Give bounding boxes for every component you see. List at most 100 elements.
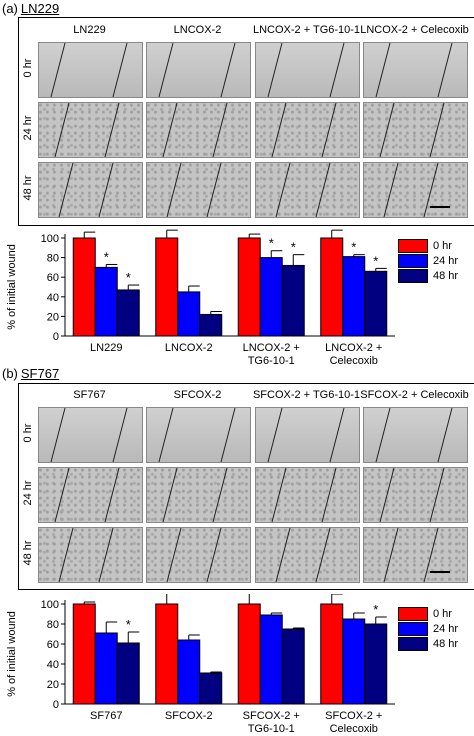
wound-edge-lines: [256, 163, 359, 217]
row-label: 24 hr: [22, 98, 34, 158]
bar-0-hr: [238, 604, 260, 704]
y-tick-label: 40: [47, 659, 59, 671]
legend-label: 24 hr: [433, 623, 458, 635]
micrograph-image: [146, 42, 251, 98]
legend-label: 48 hr: [433, 638, 458, 650]
bar-48-hr: [282, 265, 304, 336]
bar-0-hr: [321, 604, 343, 704]
scale-bar: [430, 571, 450, 573]
bar-24-hr: [260, 258, 282, 336]
micrograph-image: [38, 527, 143, 583]
bar-48-hr: [365, 271, 387, 336]
micrograph-image: [255, 102, 360, 158]
x-category-label: LNCOX-2 +Celecoxib: [304, 342, 404, 368]
column-label: SFCOX-2: [138, 389, 258, 401]
wound-edge-lines: [147, 103, 250, 157]
row-label: 48 hr: [22, 158, 34, 218]
wound-edge-lines: [39, 43, 142, 97]
micrograph-image: [363, 42, 468, 98]
significance-mark: *: [291, 240, 296, 255]
wound-edge-lines: [39, 468, 142, 522]
bar-24-hr: [95, 633, 117, 704]
column-label: SFCOX-2 + Celecoxib: [355, 389, 474, 401]
bar-0-hr: [156, 604, 178, 704]
micrograph-image: [363, 162, 468, 218]
micrograph-image: [38, 407, 143, 463]
micrograph-image: [255, 162, 360, 218]
bar-0-hr: [73, 604, 95, 704]
bar-0-hr: [156, 238, 178, 336]
y-tick-label: 100: [41, 233, 59, 245]
wound-edge-lines: [256, 408, 359, 462]
bar-24-hr: [95, 267, 117, 336]
bar-0-hr: [73, 238, 95, 336]
wound-edge-lines: [39, 103, 142, 157]
legend-item: 48 hr: [398, 636, 458, 651]
row-label: 0 hr: [22, 38, 34, 98]
micrograph-image: [38, 467, 143, 523]
wound-edge-lines: [147, 43, 250, 97]
wound-edge-lines: [147, 468, 250, 522]
micrograph-image: [363, 527, 468, 583]
legend-swatch: [398, 622, 428, 636]
micrograph-image: [146, 527, 251, 583]
wound-edge-lines: [39, 163, 142, 217]
legend-item: 24 hr: [398, 621, 458, 636]
panel-a-label: (a)LN229: [2, 1, 59, 16]
wound-edge-lines: [256, 43, 359, 97]
legend-item: 24 hr: [398, 253, 458, 268]
bar-48-hr: [200, 314, 222, 336]
wound-edge-lines: [39, 528, 142, 582]
significance-mark: *: [104, 249, 109, 264]
column-label: LN229: [30, 24, 150, 36]
wound-edge-lines: [256, 468, 359, 522]
significance-mark: *: [126, 270, 131, 285]
legend-label: 48 hr: [433, 270, 458, 282]
micrograph-image: [363, 407, 468, 463]
significance-mark: *: [373, 253, 378, 268]
legend-item: 48 hr: [398, 268, 458, 283]
panel-a-name: LN229: [21, 1, 59, 16]
legend-label: 0 hr: [433, 240, 452, 252]
bar-48-hr: [200, 673, 222, 704]
y-tick-label: 40: [47, 292, 59, 304]
wound-edge-lines: [147, 408, 250, 462]
wound-edge-lines: [364, 103, 467, 157]
wound-edge-lines: [364, 408, 467, 462]
row-label: 24 hr: [22, 463, 34, 523]
y-axis-label: % of initial wound: [6, 244, 18, 330]
row-label: 48 hr: [22, 523, 34, 583]
bar-48-hr: [365, 624, 387, 704]
micrograph-image: [38, 162, 143, 218]
bar-48-hr: [117, 643, 139, 704]
scale-bar: [430, 206, 450, 208]
micrograph-image: [38, 102, 143, 158]
micrograph-image: [255, 467, 360, 523]
micrograph-image: [363, 102, 468, 158]
significance-mark: *: [351, 240, 356, 255]
micrograph-image: [255, 407, 360, 463]
wound-edge-lines: [147, 163, 250, 217]
wound-edge-lines: [364, 528, 467, 582]
column-label: SF767: [30, 389, 150, 401]
legend-item: 0 hr: [398, 238, 458, 253]
column-label: LNCOX-2: [138, 24, 258, 36]
micrograph-image: [146, 162, 251, 218]
bar-0-hr: [238, 238, 260, 336]
bar-24-hr: [178, 640, 200, 704]
legend-swatch: [398, 269, 428, 283]
micrograph-image: [255, 527, 360, 583]
wound-edge-lines: [147, 528, 250, 582]
micrograph-image: [146, 102, 251, 158]
panel-b-letter: (b): [2, 366, 18, 381]
micrograph-image: [363, 467, 468, 523]
micrograph-image: [38, 42, 143, 98]
micrograph-image: [146, 467, 251, 523]
wound-edge-lines: [256, 103, 359, 157]
bar-0-hr: [321, 238, 343, 336]
significance-mark: *: [269, 236, 274, 251]
bar-48-hr: [117, 290, 139, 336]
x-category-label: SFCOX-2 +Celecoxib: [304, 710, 404, 736]
micrograph-image: [255, 42, 360, 98]
